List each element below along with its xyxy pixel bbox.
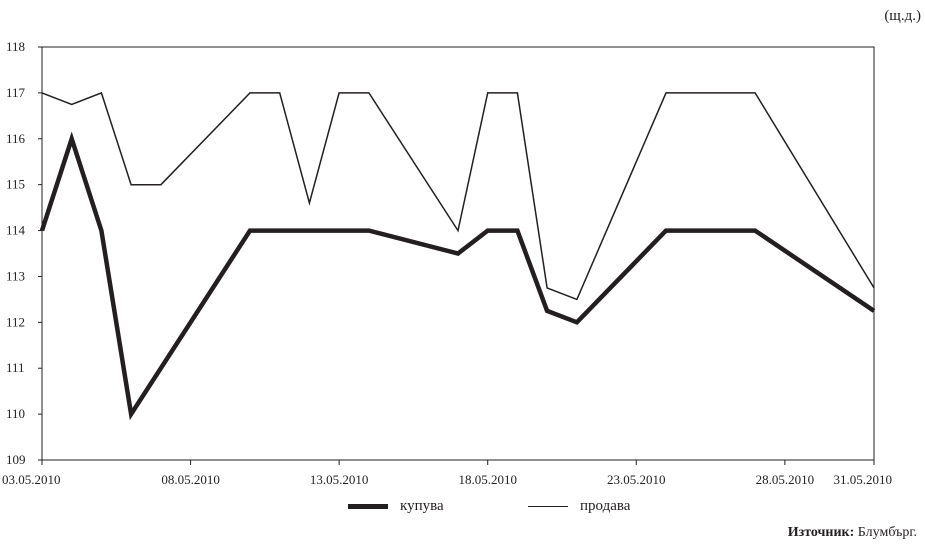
legend-item-sell: продава [528, 498, 630, 515]
legend-label-buy: купува [400, 498, 444, 514]
y-tick-label: 115 [6, 177, 25, 192]
legend: купува продава [0, 498, 925, 520]
series-line-buy [39, 131, 876, 421]
x-tick-label: 03.05.2010 [2, 472, 61, 487]
x-tick-label: 08.05.2010 [161, 472, 220, 487]
source-prefix: Източник: [787, 525, 855, 540]
y-tick-label: 116 [6, 131, 26, 146]
source-text: Блумбърг. [857, 525, 917, 540]
legend-item-buy: купува [348, 498, 444, 515]
x-tick-label: 28.05.2010 [756, 472, 815, 487]
y-tick-label: 114 [6, 223, 26, 238]
legend-label-sell: продава [580, 498, 631, 514]
x-tick-label: 18.05.2010 [458, 472, 517, 487]
y-tick-label: 113 [6, 268, 25, 283]
line-chart: 109 110 111 112 113 114 115 116 117 118 03.05.2010… [2, 39, 893, 487]
source-note: Източник: Блумбърг. [788, 525, 917, 541]
y-tick-label: 111 [6, 360, 25, 375]
y-tick-label: 112 [6, 314, 25, 329]
unit-label: (щ.д.) [884, 8, 921, 24]
legend-swatch-sell [528, 505, 568, 508]
series-line-sell [41, 91, 875, 301]
x-tick-label: 23.05.2010 [607, 472, 666, 487]
legend-swatch-buy [348, 504, 388, 509]
y-tick-label: 109 [6, 452, 26, 467]
x-tick-label: 31.05.2010 [834, 472, 893, 487]
plot-frame [41, 46, 875, 461]
y-tick-label: 110 [6, 406, 25, 421]
y-tick-label: 118 [6, 39, 25, 54]
y-tick-label: 117 [6, 85, 26, 100]
x-tick-label: 13.05.2010 [310, 472, 369, 487]
